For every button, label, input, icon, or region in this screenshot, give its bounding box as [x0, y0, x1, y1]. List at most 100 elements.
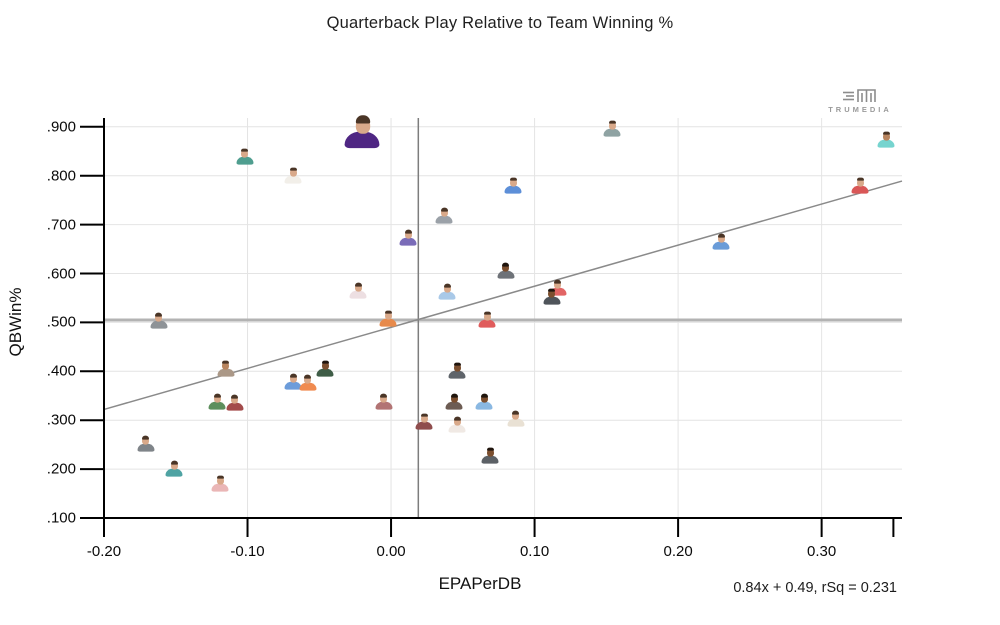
avatar-jersey: [507, 418, 525, 427]
avatar-jersey: [478, 319, 496, 328]
avatar-head: [554, 280, 562, 289]
avatar-head: [289, 168, 297, 177]
avatar-hair: [509, 177, 517, 182]
avatar-hair: [856, 177, 864, 182]
avatar-hair: [241, 148, 249, 152]
avatar-head: [384, 311, 392, 320]
avatar-jersey: [851, 185, 869, 194]
x-tick-label: 0.00: [376, 543, 406, 560]
avatar-hair: [289, 373, 297, 378]
avatar-head: [380, 394, 388, 403]
avatar-head: [856, 178, 864, 187]
avatar-jersey: [445, 401, 463, 410]
avatar-jersey: [299, 382, 317, 391]
highlighted-player-avatar-point[interactable]: [344, 114, 380, 148]
avatar-jersey: [150, 320, 168, 329]
regression-equation: 0.84x + 0.49, rSq = 0.231: [733, 580, 897, 596]
player-avatar-point[interactable]: [226, 394, 244, 411]
player-avatar-point[interactable]: [208, 393, 226, 410]
avatar-head: [321, 361, 329, 370]
player-avatar-point[interactable]: [481, 447, 499, 464]
player-avatar-point[interactable]: [299, 374, 317, 391]
avatar-hair: [420, 413, 428, 417]
avatar-head: [304, 375, 312, 384]
player-avatar-point[interactable]: [379, 310, 397, 327]
player-avatar-point[interactable]: [217, 360, 235, 377]
avatar-hair: [354, 282, 362, 287]
y-tick-label: .700: [46, 216, 76, 234]
avatar-head: [608, 121, 616, 130]
avatar-hair: [216, 475, 224, 479]
avatar-jersey: [415, 421, 433, 430]
x-axis-label: EPAPerDB: [438, 574, 522, 593]
avatar-jersey: [448, 424, 466, 433]
avatar-head: [354, 283, 362, 292]
y-tick-label: .200: [46, 460, 76, 478]
player-avatar-point[interactable]: [851, 177, 869, 194]
avatar-jersey: [211, 483, 229, 492]
x-tick-label: 0.10: [519, 543, 550, 560]
avatar-hair: [554, 279, 562, 284]
player-avatar-point[interactable]: [549, 279, 567, 296]
player-avatar-point[interactable]: [438, 283, 456, 300]
player-avatar-point[interactable]: [165, 460, 183, 477]
player-avatar-point[interactable]: [375, 393, 393, 410]
player-avatar-point[interactable]: [316, 360, 334, 377]
avatar-jersey: [217, 368, 235, 377]
trend-line: [103, 180, 903, 411]
avatar-jersey: [284, 381, 302, 390]
chart-title: Quarterback Play Relative to Team Winnin…: [326, 14, 674, 32]
avatar-head: [289, 374, 297, 383]
player-avatar-point[interactable]: [284, 373, 302, 390]
avatar-hair: [213, 393, 221, 398]
avatar-jersey: [236, 156, 254, 165]
avatar-jersey: [316, 368, 334, 377]
avatar-head: [548, 289, 556, 298]
player-avatar-point[interactable]: [284, 167, 302, 184]
avatar-hair: [304, 374, 312, 379]
avatar-jersey: [438, 291, 456, 300]
player-avatar-point[interactable]: [150, 312, 168, 329]
avatar-head: [222, 361, 230, 370]
avatar-jersey: [399, 237, 417, 246]
y-tick-label: .400: [46, 362, 76, 380]
trumedia-logo-text: TRUMEDIA: [828, 105, 892, 114]
avatar-head: [216, 476, 224, 485]
avatar-head: [512, 411, 520, 420]
player-avatar-point[interactable]: [445, 393, 463, 410]
avatar-hair: [548, 288, 556, 293]
avatar-head: [170, 461, 178, 470]
player-avatar-point[interactable]: [435, 207, 453, 224]
player-avatar-point[interactable]: [877, 131, 895, 148]
player-avatar-point[interactable]: [137, 435, 155, 452]
player-avatar-point[interactable]: [478, 311, 496, 328]
player-avatar-point[interactable]: [399, 229, 417, 246]
player-avatar-point[interactable]: [497, 262, 515, 279]
player-avatar-point[interactable]: [415, 413, 433, 430]
player-avatar-point[interactable]: [349, 282, 367, 299]
avatar-hair: [608, 120, 616, 124]
player-avatar-point[interactable]: [448, 362, 466, 379]
avatar-jersey: [226, 402, 244, 411]
player-avatar-point[interactable]: [504, 177, 522, 194]
player-avatar-point[interactable]: [211, 475, 229, 492]
avatar-head: [717, 234, 725, 243]
player-avatar-point[interactable]: [475, 393, 493, 410]
player-avatar-point[interactable]: [448, 416, 466, 433]
player-avatar-point[interactable]: [543, 288, 561, 305]
player-avatar-point[interactable]: [236, 148, 254, 165]
avatar-head: [404, 230, 412, 239]
player-avatar-point[interactable]: [507, 410, 525, 427]
avatar-jersey: [344, 131, 380, 148]
avatar-head: [420, 414, 428, 423]
avatar-head: [453, 363, 461, 372]
avatar-hair: [440, 207, 448, 212]
avatar-jersey: [877, 139, 895, 148]
avatar-head: [882, 132, 890, 141]
x-tick-label: -0.20: [86, 543, 122, 560]
player-avatar-point[interactable]: [603, 120, 621, 137]
player-avatar-point[interactable]: [712, 233, 730, 250]
avatar-jersey: [712, 241, 730, 250]
avatar-hair: [380, 393, 388, 398]
